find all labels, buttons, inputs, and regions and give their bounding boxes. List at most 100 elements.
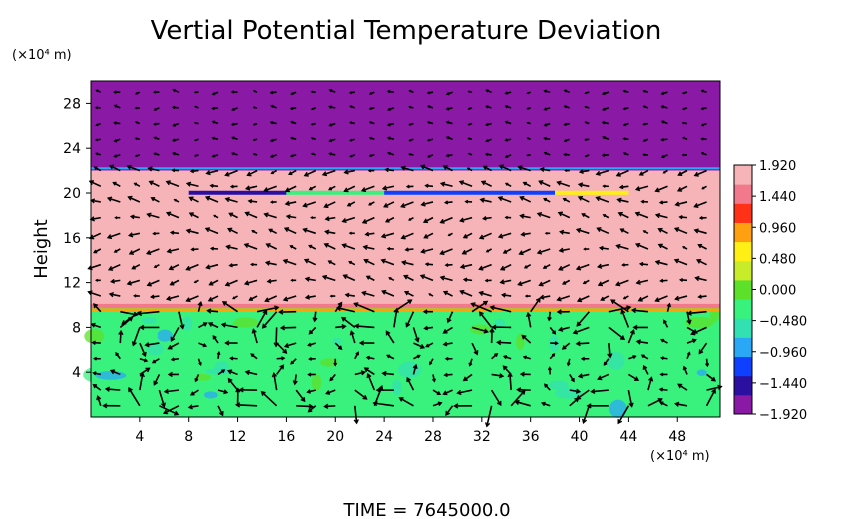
wind-arrow (186, 263, 199, 271)
wind-arrowhead (408, 123, 412, 126)
wind-arrow (638, 295, 649, 302)
wind-arrow (226, 245, 238, 250)
wind-arrow (698, 244, 707, 250)
wind-arrowhead (551, 353, 556, 357)
wind-arrowhead (231, 107, 235, 111)
wind-arrowhead (381, 370, 387, 377)
wind-arrowhead (328, 88, 333, 93)
wind-arrowhead (697, 243, 703, 249)
wind-arrowhead (230, 136, 235, 140)
wind-arrow (569, 389, 580, 393)
wind-arrowhead (552, 330, 557, 335)
wind-arrowhead (504, 154, 509, 159)
wind-arrowhead (414, 337, 420, 343)
wind-arrow (222, 301, 239, 313)
wind-arrowhead (436, 391, 442, 395)
wind-arrowhead (504, 120, 509, 124)
wind-arrowhead (424, 262, 429, 267)
wind-arrowhead (152, 90, 157, 94)
wind-arrow (148, 167, 160, 172)
wind-arrow (197, 302, 202, 312)
wind-arrow (236, 404, 258, 407)
wind-arrow (457, 389, 473, 394)
wind-arrowhead (682, 246, 685, 249)
wind-arrowhead (459, 289, 465, 295)
turbulence-patch (129, 329, 159, 342)
wind-arrow (189, 212, 199, 219)
wind-arrowhead (584, 154, 588, 158)
wind-arrowhead (216, 351, 221, 356)
wind-arrowhead (691, 338, 697, 344)
wind-arrow (325, 230, 336, 235)
wind-arrow (345, 293, 355, 297)
wind-arrow (636, 279, 649, 284)
wind-arrowhead (303, 258, 310, 264)
wind-arrowhead (539, 294, 545, 300)
wind-arrow (597, 373, 610, 380)
x-unit-label: (×10⁴ m) (650, 449, 710, 464)
wind-arrow (91, 323, 102, 329)
wind-arrow (615, 279, 629, 286)
wind-arrowhead (367, 169, 372, 173)
wind-arrowhead (673, 258, 680, 264)
wind-arrowhead (263, 212, 269, 218)
wind-arrowhead (701, 186, 705, 190)
wind-arrowhead (621, 263, 625, 267)
wind-arrow (694, 201, 707, 208)
wind-arrowhead (459, 217, 465, 223)
wind-arrowhead (498, 373, 505, 379)
wind-arrowhead (642, 105, 646, 109)
wind-arrowhead (539, 167, 545, 173)
wind-arrowhead (517, 165, 523, 171)
wind-arrowhead (557, 211, 563, 217)
wind-arrow (463, 232, 473, 239)
wind-arrowhead (95, 123, 99, 127)
y-unit-label: (×10⁴ m) (12, 48, 72, 63)
wind-arrowhead (365, 275, 371, 280)
thin-layer-3 (555, 190, 629, 195)
wind-arrow (674, 259, 688, 266)
wind-arrowhead (581, 213, 586, 218)
wind-arrow (129, 248, 141, 255)
wind-arrow (283, 259, 297, 266)
wind-arrow (285, 185, 297, 192)
wind-arrowhead (601, 91, 606, 96)
wind-arrow (440, 182, 453, 188)
turbulence-patch (636, 330, 661, 344)
wind-arrowhead (187, 404, 193, 410)
wind-arrow (120, 310, 138, 316)
wind-arrowhead (260, 390, 266, 396)
wind-arrowhead (576, 394, 582, 400)
wind-arrowhead (700, 89, 704, 93)
wind-arrowhead (189, 168, 195, 174)
wind-arrow (373, 402, 395, 407)
wind-arrow (229, 212, 238, 219)
thin-layer-1 (286, 190, 385, 195)
wind-arrowhead (349, 138, 353, 142)
wind-arrowhead (329, 377, 334, 382)
wind-arrowhead (109, 369, 116, 375)
wind-arrowhead (575, 227, 582, 233)
wind-arrow (132, 263, 141, 270)
wind-arrowhead (681, 153, 685, 157)
wind-arrow (227, 227, 238, 235)
wind-arrow (89, 232, 102, 239)
wind-arrowhead (595, 196, 601, 202)
x-tick-label: 48 (668, 429, 686, 445)
wind-arrowhead (526, 153, 529, 157)
wind-arrowhead (229, 184, 234, 189)
wind-arrowhead (446, 317, 452, 324)
wind-arrowhead (113, 154, 118, 158)
wind-arrowhead (422, 309, 428, 315)
wind-arrow (264, 213, 277, 219)
x-tick-label: 40 (571, 429, 589, 445)
x-tick-label: 44 (619, 429, 637, 445)
wind-arrowhead (657, 227, 663, 233)
wind-arrowhead (179, 324, 185, 330)
wind-arrow (262, 311, 278, 329)
wind-arrowhead (107, 265, 114, 271)
wind-arrow (89, 180, 102, 188)
wind-arrowhead (485, 138, 489, 143)
wind-arrowhead (673, 227, 680, 233)
wind-arrowhead (516, 387, 522, 393)
